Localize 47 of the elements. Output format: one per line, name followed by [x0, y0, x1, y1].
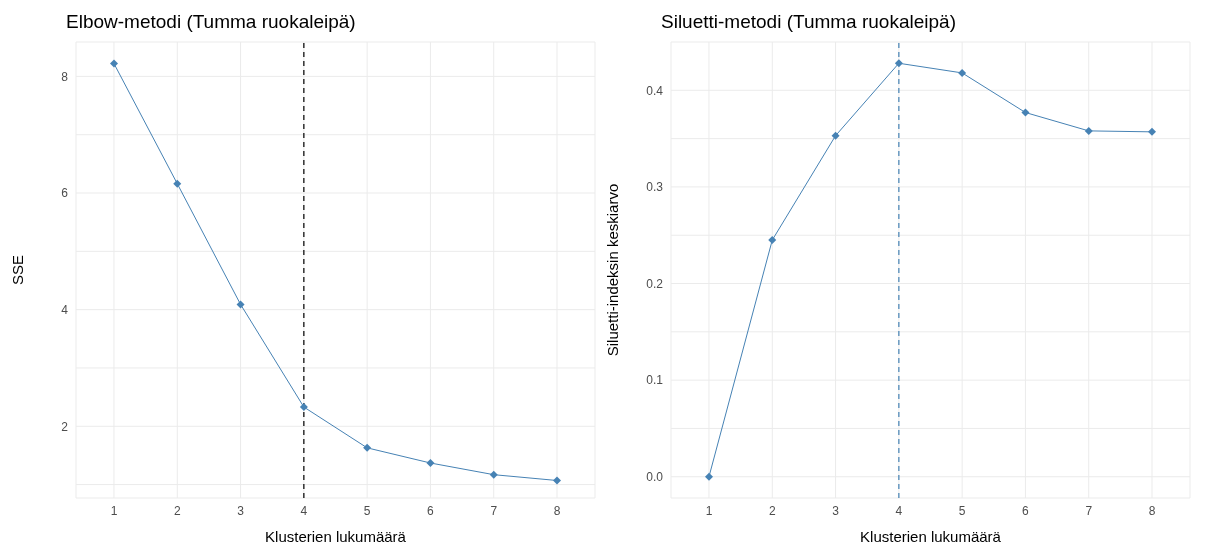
- x-tick-label: 8: [553, 503, 561, 518]
- chart-title: Siluetti-metodi (Tumma ruokaleipä): [661, 10, 957, 34]
- y-tick-label: 0.2: [646, 276, 664, 291]
- x-tick-label: 7: [490, 503, 498, 518]
- point: [768, 236, 777, 245]
- point: [173, 179, 182, 188]
- y-tick-label: 0.0: [646, 470, 664, 485]
- y-tick-label: 0.4: [646, 83, 664, 98]
- x-tick-label: 5: [958, 503, 966, 518]
- point: [1148, 127, 1157, 136]
- x-tick-label: 7: [1085, 503, 1093, 518]
- x-axis-title: Klusterien lukumäärä: [860, 528, 1002, 545]
- point: [1084, 126, 1093, 135]
- x-tick-label: 1: [110, 503, 118, 518]
- x-tick-label: 3: [832, 503, 840, 518]
- point: [1021, 108, 1030, 117]
- point: [553, 476, 562, 485]
- x-tick-label: 4: [300, 503, 308, 518]
- point: [299, 403, 308, 412]
- x-tick-label: 2: [173, 503, 181, 518]
- chart-title: Elbow-metodi (Tumma ruokaleipä): [66, 10, 357, 34]
- point: [489, 470, 498, 479]
- x-tick-label: 2: [768, 503, 776, 518]
- y-tick-label: 6: [61, 186, 69, 201]
- point: [894, 59, 903, 68]
- x-tick-label: 6: [1022, 503, 1030, 518]
- point: [426, 459, 435, 468]
- x-tick-label: 8: [1148, 503, 1156, 518]
- x-tick-label: 4: [895, 503, 903, 518]
- point: [236, 300, 245, 309]
- y-tick-label: 4: [61, 302, 69, 317]
- point: [831, 131, 840, 140]
- x-axis-title: Klusterien lukumäärä: [265, 528, 407, 545]
- y-tick-label: 2: [61, 419, 69, 434]
- y-axis-title: SSE: [9, 254, 27, 286]
- point: [704, 472, 713, 481]
- y-tick-label: 0.1: [646, 373, 664, 388]
- point: [958, 68, 967, 77]
- x-tick-label: 3: [237, 503, 245, 518]
- x-tick-label: 1: [705, 503, 713, 518]
- y-tick-label: 0.3: [646, 180, 664, 195]
- y-axis-title: Siluetti-indeksin keskiarvo: [604, 183, 622, 357]
- x-tick-label: 6: [427, 503, 435, 518]
- point: [109, 59, 118, 68]
- x-tick-label: 5: [363, 503, 371, 518]
- point: [363, 443, 372, 452]
- y-tick-label: 8: [61, 69, 69, 84]
